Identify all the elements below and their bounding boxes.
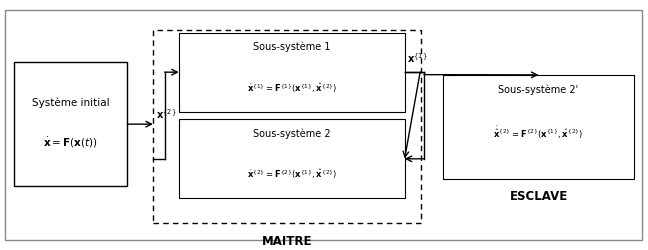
Text: $\mathbf{x}^{\{1\}}$: $\mathbf{x}^{\{1\}}$ — [407, 51, 428, 65]
Text: Sous-système 2': Sous-système 2' — [498, 84, 579, 94]
Text: Système initial: Système initial — [32, 97, 110, 108]
Text: MAITRE: MAITRE — [262, 234, 312, 247]
Text: ESCLAVE: ESCLAVE — [509, 190, 568, 202]
Text: $\dot{\mathbf{x}}^{\{2\}} = \mathbf{F}^{\{2\}}(\mathbf{x}^{\{1\}}, \hat{\mathbf{: $\dot{\mathbf{x}}^{\{2\}} = \mathbf{F}^{… — [246, 167, 337, 181]
Text: Sous-système 2: Sous-système 2 — [253, 128, 330, 138]
Text: $\dot{\hat{\mathbf{x}}}^{\{2\}} = \mathbf{F}^{\{2\}}(\mathbf{x}^{\{1\}}, \hat{\m: $\dot{\hat{\mathbf{x}}}^{\{2\}} = \mathb… — [493, 124, 584, 140]
Bar — [14, 63, 127, 186]
Bar — [443, 75, 634, 179]
Text: $\mathbf{x}^{\{2\}}$: $\mathbf{x}^{\{2\}}$ — [156, 107, 177, 120]
Text: Sous-système 1: Sous-système 1 — [253, 42, 330, 52]
Text: $\dot{\mathbf{x}} = \mathbf{F}(\mathbf{x}(t))$: $\dot{\mathbf{x}} = \mathbf{F}(\mathbf{x… — [43, 135, 98, 149]
Text: $\dot{\mathbf{x}}^{\{1\}} = \mathbf{F}^{\{1\}}(\mathbf{x}^{\{1\}}, \hat{\mathbf{: $\dot{\mathbf{x}}^{\{1\}} = \mathbf{F}^{… — [246, 81, 337, 94]
Bar — [179, 34, 404, 112]
Bar — [153, 31, 421, 223]
Bar — [179, 120, 404, 198]
